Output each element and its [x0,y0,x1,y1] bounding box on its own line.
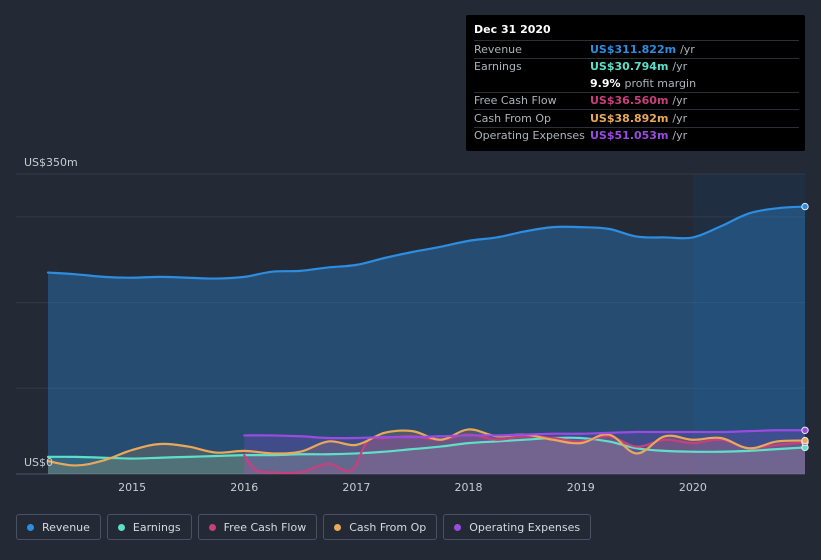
series-lines [46,205,807,475]
tooltip: Dec 31 2020 Revenue US$311.822m /yr Earn… [466,15,805,151]
free-cash-flow-line [243,433,807,475]
legend-dot-revenue [27,523,34,531]
x-tick-label: 2018 [455,481,483,494]
legend: Revenue Earnings Free Cash Flow Cash Fro… [16,514,592,540]
legend-label-earnings: Earnings [132,520,181,534]
operating-expenses-line [243,429,807,440]
tooltip-date: Dec 31 2020 [474,23,551,36]
legend-dot-cash-from-op [334,523,342,531]
tooltip-opex-value: US$51.053m [590,129,669,143]
cash-from-op-endpoint [801,436,809,445]
tooltip-row-earnings: Earnings US$30.794m /yr [474,57,799,76]
grid-lines [16,173,805,475]
y-axis-bottom-label: US$0 [24,456,53,469]
tooltip-cfo-label: Cash From Op [474,111,552,125]
highlight-band [692,174,805,474]
legend-item-revenue[interactable]: Revenue [16,514,101,540]
tooltip-earnings-unit: /yr [672,60,688,74]
tooltip-margin-label: profit margin [624,76,697,90]
x-tick-label: 2016 [230,481,258,494]
tooltip-row-opex: Operating Expenses US$51.053m /yr [474,126,799,145]
tooltip-earnings-value: US$30.794m [590,60,669,74]
x-tick-label: 2017 [342,481,370,494]
tooltip-revenue-unit: /yr [680,42,695,56]
earnings-area [48,437,805,474]
earnings-line [46,436,807,460]
legend-item-earnings[interactable]: Earnings [106,514,192,540]
legend-dot-operating-expenses [454,523,462,531]
revenue-line [46,205,807,280]
legend-label-operating-expenses: Operating Expenses [469,520,581,534]
operating-expenses-endpoint [801,426,809,434]
cash-from-op-area [48,429,805,474]
y-axis-top-label: US$350m [24,156,78,169]
x-tick-label: 2020 [679,481,707,494]
legend-label-free-cash-flow: Free Cash Flow [223,520,307,534]
operating-expenses-area [244,430,805,474]
tooltip-fcf-value: US$36.560m [590,94,669,108]
x-tick-label: 2015 [118,481,146,494]
legend-label-revenue: Revenue [42,520,90,534]
legend-item-operating-expenses[interactable]: Operating Expenses [443,514,592,540]
free-cash-flow-area [244,434,805,474]
tooltip-fcf-label: Free Cash Flow [474,94,557,108]
tooltip-cfo-value: US$38.892m [590,111,669,125]
tooltip-row-fcf: Free Cash Flow US$36.560m /yr [474,91,799,110]
tooltip-cfo-unit: /yr [672,111,688,125]
legend-dot-free-cash-flow [208,523,216,531]
tooltip-revenue-value: US$311.822m [590,42,677,56]
series-areas [48,206,805,475]
revenue-endpoint [801,202,809,211]
tooltip-margin-value: 9.9% [590,76,621,90]
tooltip-row-margin: 9.9% profit margin [474,75,799,92]
legend-dot-earnings [117,523,125,531]
tooltip-opex-label: Operating Expenses [474,129,585,143]
legend-item-free-cash-flow[interactable]: Free Cash Flow [197,514,318,540]
tooltip-fcf-unit: /yr [672,94,688,108]
legend-label-cash-from-op: Cash From Op [349,520,427,534]
tooltip-row-revenue: Revenue US$311.822m /yr [474,40,799,58]
tooltip-earnings-label: Earnings [474,60,522,74]
tooltip-revenue-label: Revenue [474,42,522,56]
series-endpoints [801,202,809,452]
revenue-area [48,206,805,475]
legend-item-cash-from-op[interactable]: Cash From Op [323,514,438,540]
x-tick-labels: 2015 2016 2017 2018 2019 2020 [118,481,707,494]
tooltip-row-cfo: Cash From Op US$38.892m /yr [474,109,799,127]
tooltip-opex-unit: /yr [672,129,688,143]
x-tick-label: 2019 [567,481,595,494]
